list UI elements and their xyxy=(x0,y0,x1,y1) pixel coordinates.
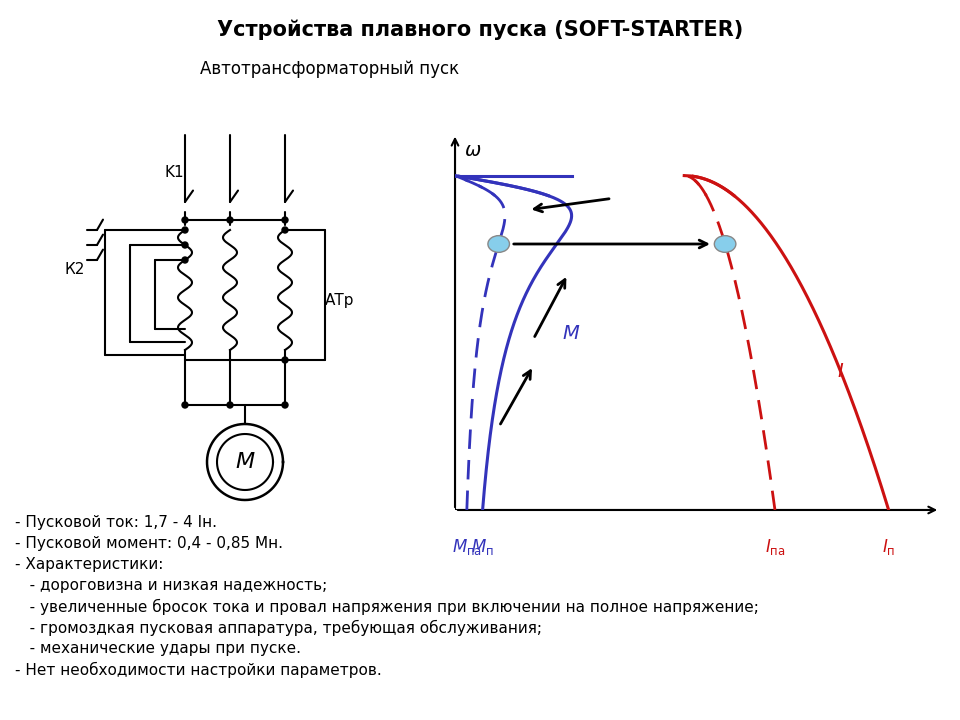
Text: - механические удары при пуске.: - механические удары при пуске. xyxy=(15,641,301,656)
Circle shape xyxy=(282,217,288,223)
Text: K1: K1 xyxy=(165,165,184,180)
Text: - дороговизна и низкая надежность;: - дороговизна и низкая надежность; xyxy=(15,578,327,593)
Text: M: M xyxy=(235,452,254,472)
Circle shape xyxy=(282,357,288,363)
Text: - увеличенные бросок тока и провал напряжения при включении на полное напряжение: - увеличенные бросок тока и провал напря… xyxy=(15,599,758,615)
Text: $M_{\mathregular{па}}$: $M_{\mathregular{па}}$ xyxy=(452,536,482,557)
Circle shape xyxy=(282,227,288,233)
Text: - Пусковой момент: 0,4 - 0,85 Mн.: - Пусковой момент: 0,4 - 0,85 Mн. xyxy=(15,536,283,551)
Circle shape xyxy=(182,402,188,408)
Circle shape xyxy=(488,235,510,253)
Text: $I_{\mathregular{па}}$: $I_{\mathregular{па}}$ xyxy=(765,536,785,557)
Text: - Нет необходимости настройки параметров.: - Нет необходимости настройки параметров… xyxy=(15,662,382,678)
Circle shape xyxy=(282,402,288,408)
Text: ω: ω xyxy=(465,141,481,161)
Circle shape xyxy=(227,402,233,408)
Text: АТр: АТр xyxy=(325,292,354,307)
Circle shape xyxy=(182,257,188,263)
Circle shape xyxy=(227,217,233,223)
Circle shape xyxy=(714,235,736,253)
Text: Устройства плавного пуска (SOFT-STARTER): Устройства плавного пуска (SOFT-STARTER) xyxy=(217,20,743,40)
Text: - Характеристики:: - Характеристики: xyxy=(15,557,163,572)
Text: I: I xyxy=(837,362,843,381)
Text: К2: К2 xyxy=(65,263,85,277)
Text: $M_{\mathregular{п}}$: $M_{\mathregular{п}}$ xyxy=(471,536,494,557)
Text: $I_{\mathregular{п}}$: $I_{\mathregular{п}}$ xyxy=(882,536,896,557)
Text: M: M xyxy=(563,324,580,343)
Circle shape xyxy=(182,227,188,233)
Text: - Пусковой ток: 1,7 - 4 Iн.: - Пусковой ток: 1,7 - 4 Iн. xyxy=(15,515,217,530)
Circle shape xyxy=(182,217,188,223)
Circle shape xyxy=(182,242,188,248)
Text: Автотрансформаторный пуск: Автотрансформаторный пуск xyxy=(201,60,460,78)
Text: - громоздкая пусковая аппаратура, требующая обслуживания;: - громоздкая пусковая аппаратура, требую… xyxy=(15,620,542,636)
